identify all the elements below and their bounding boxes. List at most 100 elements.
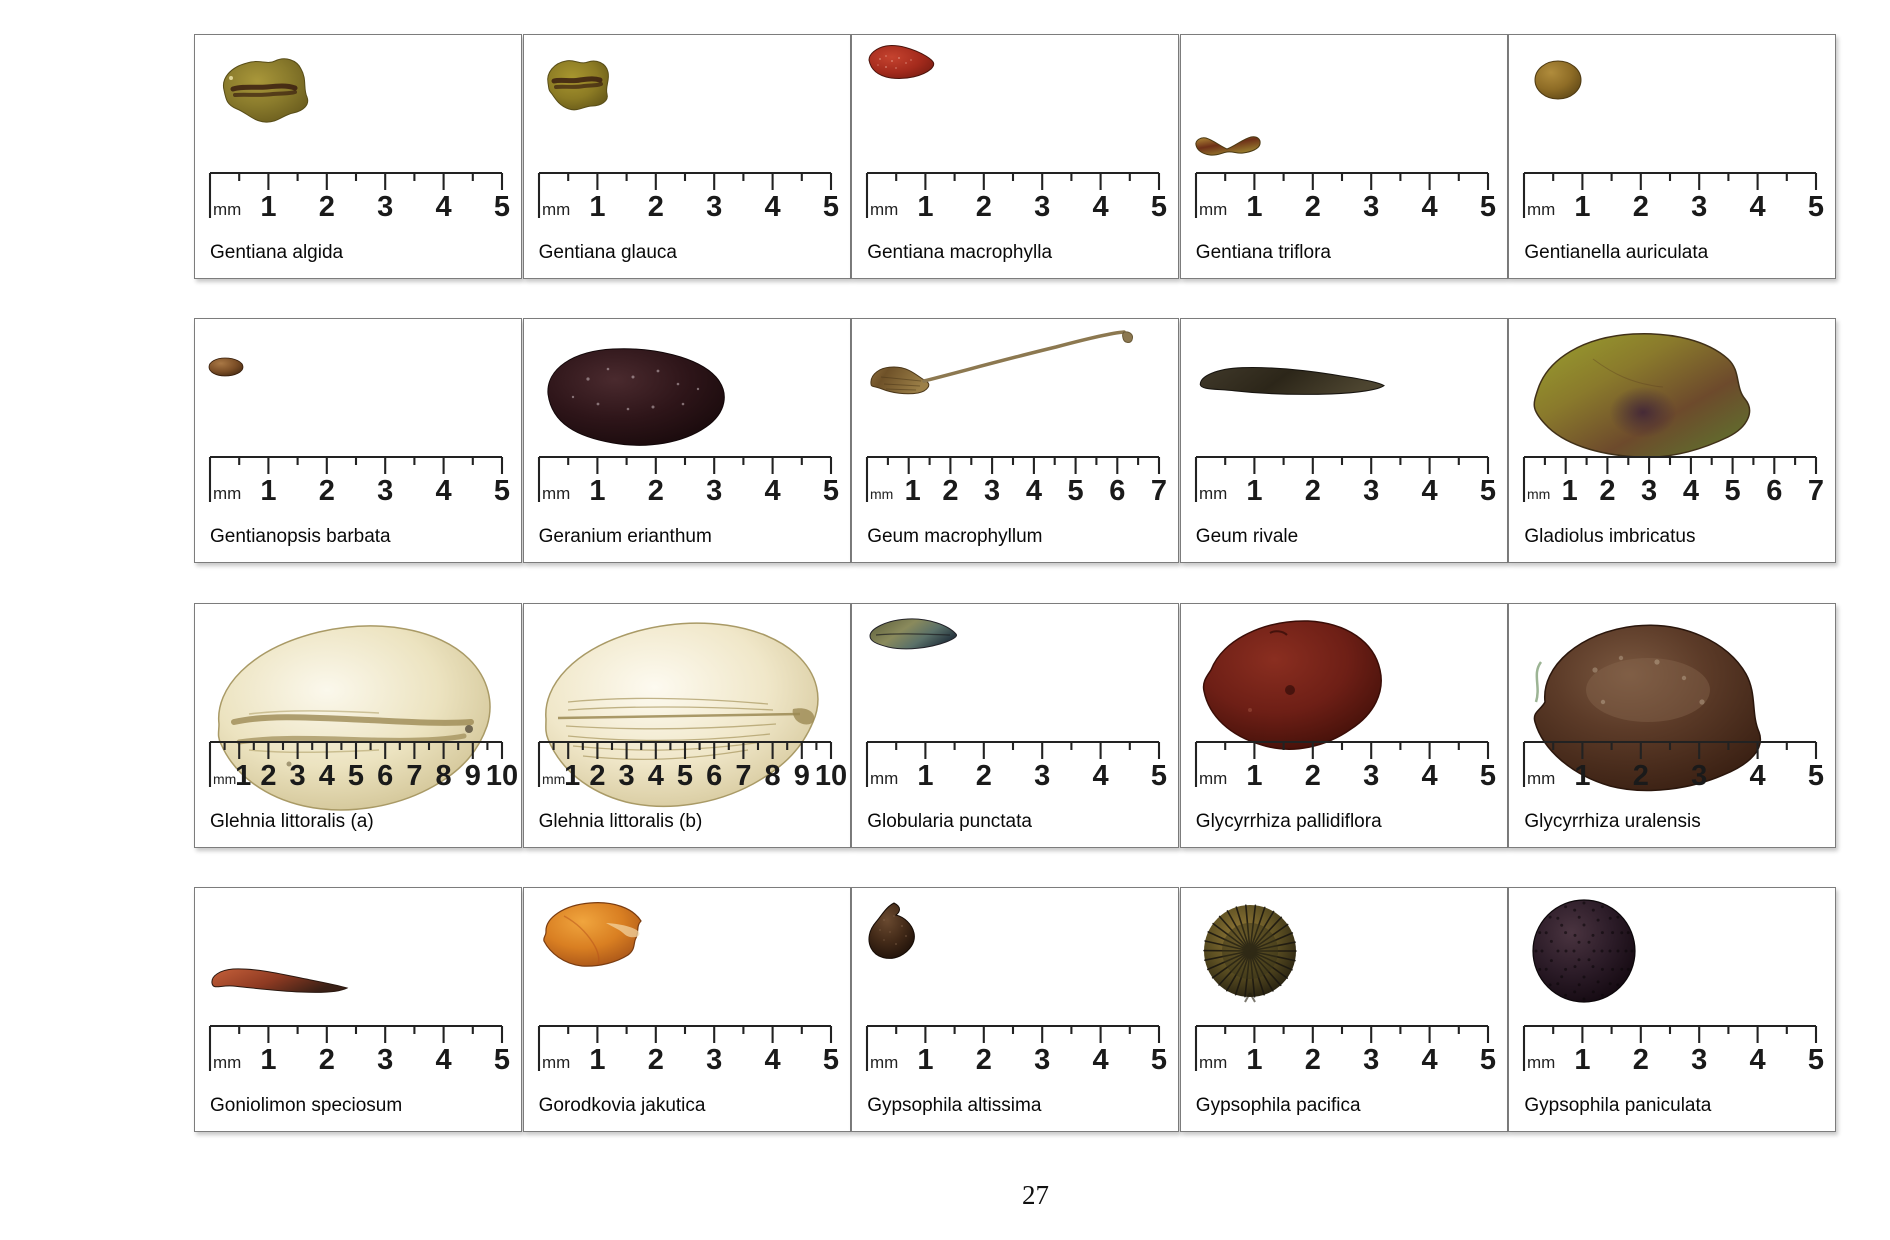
svg-text:1: 1 <box>589 475 605 507</box>
svg-text:5: 5 <box>1068 475 1084 507</box>
svg-text:mm: mm <box>213 200 241 219</box>
svg-text:mm: mm <box>870 200 898 219</box>
svg-text:mm: mm <box>870 1053 898 1072</box>
svg-text:5: 5 <box>348 760 364 792</box>
svg-text:mm: mm <box>1527 486 1550 502</box>
svg-text:mm: mm <box>1199 1053 1227 1072</box>
svg-text:mm: mm <box>213 1053 241 1072</box>
svg-text:2: 2 <box>976 1044 992 1076</box>
svg-text:5: 5 <box>1725 475 1741 507</box>
svg-text:2: 2 <box>647 475 663 507</box>
svg-text:5: 5 <box>494 191 510 223</box>
svg-text:mm: mm <box>213 771 236 787</box>
svg-text:4: 4 <box>1750 191 1766 223</box>
svg-text:mm: mm <box>542 771 565 787</box>
svg-text:6: 6 <box>1109 475 1125 507</box>
svg-text:6: 6 <box>1767 475 1783 507</box>
svg-text:1: 1 <box>260 191 276 223</box>
svg-text:mm: mm <box>213 484 241 503</box>
svg-text:mm: mm <box>542 484 570 503</box>
svg-text:5: 5 <box>494 475 510 507</box>
svg-text:5: 5 <box>823 191 839 223</box>
svg-text:1: 1 <box>1246 760 1262 792</box>
svg-text:mm: mm <box>1527 769 1555 788</box>
svg-text:4: 4 <box>1421 760 1437 792</box>
svg-text:3: 3 <box>1363 1044 1379 1076</box>
svg-text:2: 2 <box>943 475 959 507</box>
svg-text:8: 8 <box>436 760 452 792</box>
svg-text:2: 2 <box>1305 1044 1321 1076</box>
svg-text:4: 4 <box>436 475 452 507</box>
svg-text:1: 1 <box>1562 475 1578 507</box>
svg-text:mm: mm <box>542 200 570 219</box>
svg-text:5: 5 <box>1151 191 1167 223</box>
svg-text:5: 5 <box>823 1044 839 1076</box>
svg-text:5: 5 <box>1151 1044 1167 1076</box>
svg-text:1: 1 <box>589 191 605 223</box>
svg-text:3: 3 <box>1692 760 1708 792</box>
svg-text:3: 3 <box>1641 475 1657 507</box>
svg-text:8: 8 <box>764 760 780 792</box>
svg-text:3: 3 <box>1692 1044 1708 1076</box>
svg-text:1: 1 <box>918 1044 934 1076</box>
svg-text:5: 5 <box>1480 1044 1496 1076</box>
svg-text:5: 5 <box>494 1044 510 1076</box>
svg-text:4: 4 <box>647 760 663 792</box>
svg-text:4: 4 <box>319 760 335 792</box>
svg-text:3: 3 <box>618 760 634 792</box>
svg-text:2: 2 <box>976 760 992 792</box>
svg-text:2: 2 <box>976 191 992 223</box>
svg-text:4: 4 <box>436 191 452 223</box>
svg-text:mm: mm <box>1527 1053 1555 1072</box>
svg-text:3: 3 <box>706 475 722 507</box>
svg-text:2: 2 <box>319 191 335 223</box>
svg-text:1: 1 <box>564 760 580 792</box>
svg-text:2: 2 <box>1633 1044 1649 1076</box>
svg-text:1: 1 <box>1246 191 1262 223</box>
svg-text:3: 3 <box>377 191 393 223</box>
svg-text:5: 5 <box>1808 191 1824 223</box>
svg-text:1: 1 <box>260 1044 276 1076</box>
svg-text:3: 3 <box>1034 191 1050 223</box>
svg-text:3: 3 <box>1034 1044 1050 1076</box>
svg-text:mm: mm <box>870 769 898 788</box>
svg-text:1: 1 <box>589 1044 605 1076</box>
svg-text:10: 10 <box>486 760 518 792</box>
svg-text:mm: mm <box>542 1053 570 1072</box>
svg-text:1: 1 <box>918 191 934 223</box>
svg-text:1: 1 <box>1246 1044 1262 1076</box>
svg-text:2: 2 <box>1305 760 1321 792</box>
svg-text:1: 1 <box>235 760 251 792</box>
svg-text:3: 3 <box>706 191 722 223</box>
svg-text:2: 2 <box>647 1044 663 1076</box>
svg-text:4: 4 <box>1750 1044 1766 1076</box>
svg-text:2: 2 <box>260 760 276 792</box>
svg-text:mm: mm <box>1199 200 1227 219</box>
svg-text:3: 3 <box>1363 760 1379 792</box>
svg-text:5: 5 <box>1808 1044 1824 1076</box>
svg-text:4: 4 <box>436 1044 452 1076</box>
svg-text:4: 4 <box>1093 1044 1109 1076</box>
svg-text:5: 5 <box>1480 760 1496 792</box>
svg-text:5: 5 <box>1151 760 1167 792</box>
svg-text:3: 3 <box>290 760 306 792</box>
svg-text:2: 2 <box>1305 191 1321 223</box>
svg-text:2: 2 <box>1600 475 1616 507</box>
svg-text:2: 2 <box>319 475 335 507</box>
svg-text:2: 2 <box>1633 191 1649 223</box>
svg-text:2: 2 <box>1305 475 1321 507</box>
svg-text:3: 3 <box>377 475 393 507</box>
svg-text:3: 3 <box>1363 475 1379 507</box>
svg-text:mm: mm <box>870 486 893 502</box>
svg-text:4: 4 <box>1421 191 1437 223</box>
svg-text:1: 1 <box>1575 1044 1591 1076</box>
svg-text:5: 5 <box>1808 760 1824 792</box>
svg-text:1: 1 <box>1575 760 1591 792</box>
svg-text:10: 10 <box>814 760 846 792</box>
svg-text:9: 9 <box>465 760 481 792</box>
svg-text:4: 4 <box>1750 760 1766 792</box>
svg-text:4: 4 <box>1683 475 1699 507</box>
svg-text:6: 6 <box>377 760 393 792</box>
svg-text:6: 6 <box>706 760 722 792</box>
svg-text:2: 2 <box>319 1044 335 1076</box>
